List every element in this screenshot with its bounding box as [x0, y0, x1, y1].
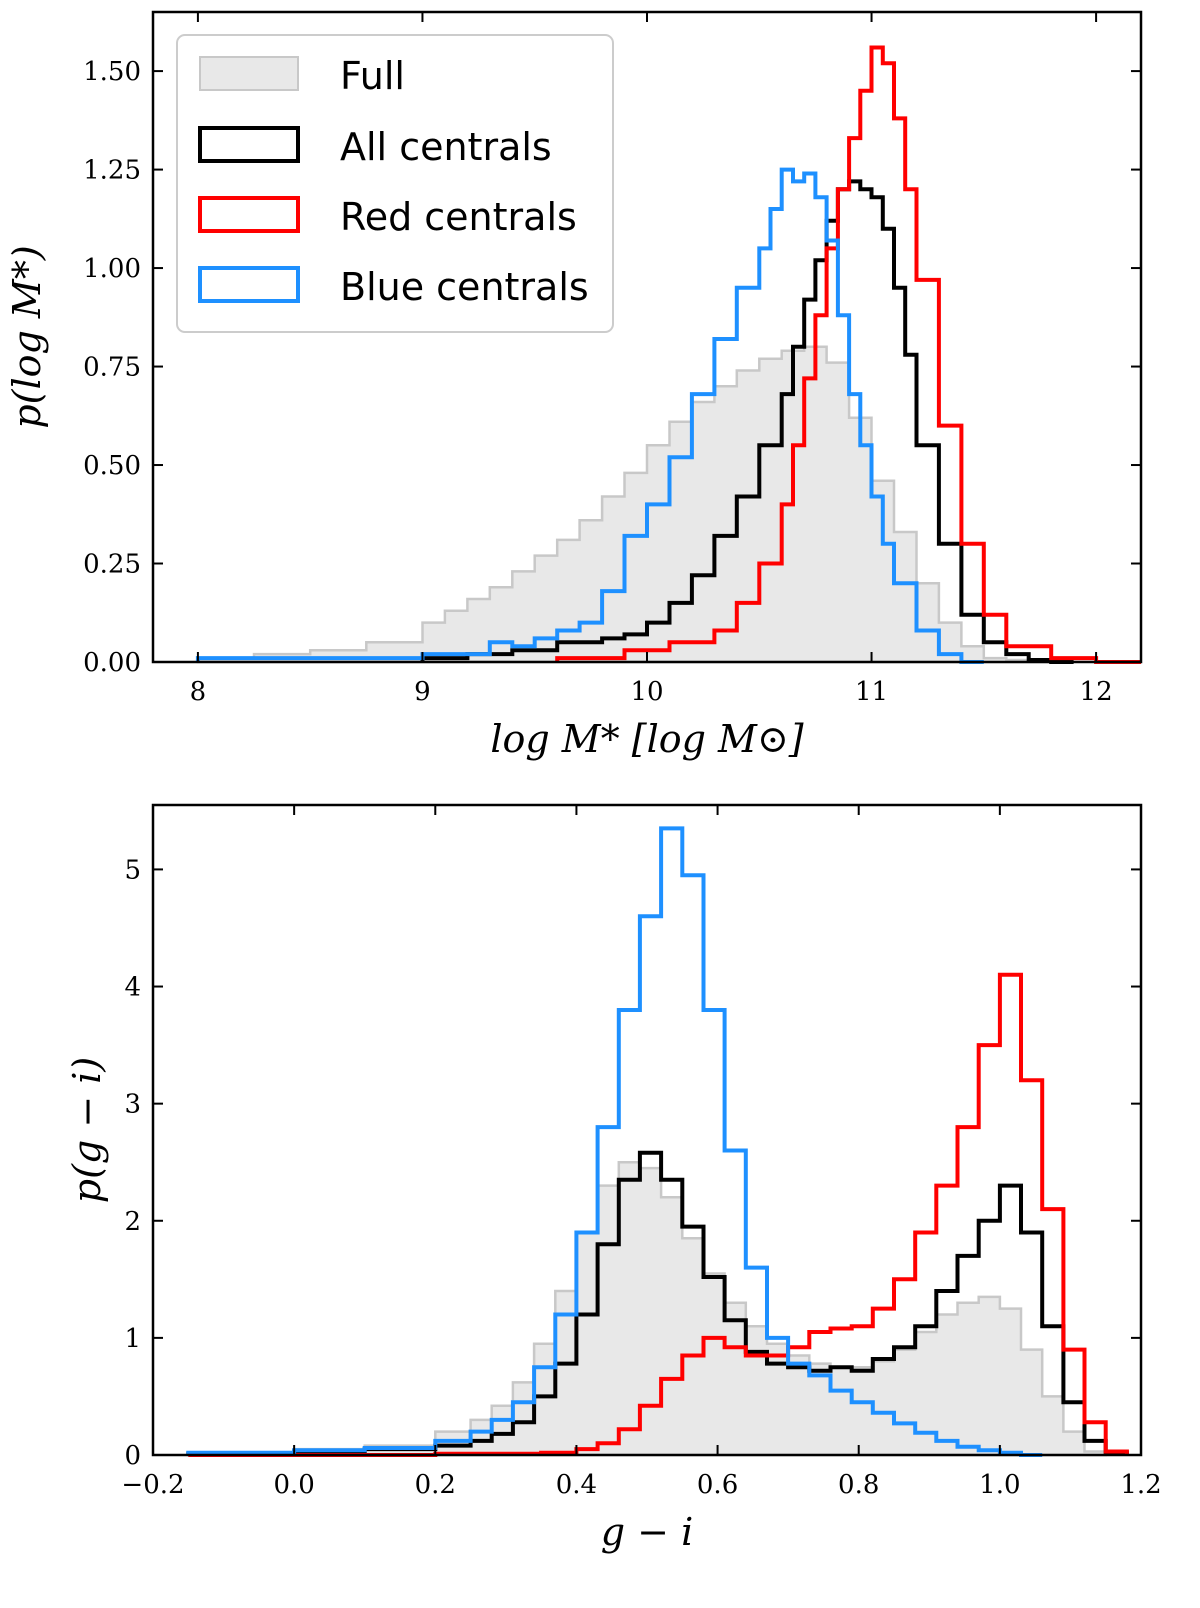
x-tick-label: 12: [1080, 677, 1113, 707]
legend-swatch-all-centrals: [198, 126, 300, 163]
y-tick-label: 2: [124, 1207, 141, 1237]
series-all-centrals: [186, 1150, 1129, 1456]
legend-swatch-red-centrals: [198, 196, 300, 233]
y-tick-label: 5: [124, 855, 141, 885]
x-tick-label: 0.0: [273, 1470, 314, 1500]
series-group: [195, 45, 1141, 664]
x-axis-ticks: −0.2 0.0 0.2 0.4 0.6 0.8 1.0 1.2: [121, 805, 1162, 1500]
y-tick-label: 1.50: [83, 57, 141, 87]
legend-swatch-blue-centrals: [198, 266, 300, 303]
series-blue-centrals: [195, 167, 984, 664]
y-tick-label: 1.00: [83, 254, 141, 284]
series-full: [187, 1160, 1107, 1457]
x-tick-label: 0.8: [838, 1470, 879, 1500]
y-tick-label: 0.75: [83, 353, 141, 383]
panel-stellar-mass: 8 9 10 11 12 0.00 0.25 0.50 0.75 1.00 1.25 1.50 lo…: [5, 10, 1143, 761]
y-tick-label: 1.25: [83, 156, 141, 186]
x-tick-label: 0.6: [697, 1470, 738, 1500]
x-axis-label: log M* [log M⊙]: [490, 717, 803, 761]
y-axis-label: p(log M*): [5, 245, 49, 428]
legend-box: [176, 34, 614, 333]
plot-border: [151, 803, 1143, 1457]
x-tick-label: 9: [414, 677, 431, 707]
y-tick-label: 1: [124, 1324, 141, 1354]
x-axis-label: g − i: [601, 1510, 693, 1554]
x-tick-label: 10: [630, 677, 663, 707]
x-tick-label: −0.2: [121, 1470, 184, 1500]
plot-border: [151, 10, 1143, 664]
series-red-centrals: [188, 972, 1129, 1457]
x-tick-label: 0.4: [556, 1470, 597, 1500]
series-group: [186, 826, 1129, 1457]
x-tick-label: 0.2: [415, 1470, 456, 1500]
series-red-centrals: [555, 45, 1141, 664]
x-tick-label: 11: [855, 677, 888, 707]
y-axis-label: p(g − i): [65, 1057, 109, 1203]
legend-label-blue-centrals: Blue centrals: [340, 265, 589, 309]
y-tick-label: 0.25: [83, 550, 141, 580]
y-tick-label: 0.50: [83, 451, 141, 481]
series-blue-centrals: [186, 826, 1043, 1457]
legend-label-full: Full: [340, 54, 405, 98]
x-tick-label: 8: [190, 677, 207, 707]
legend-swatch-full: [199, 56, 299, 91]
legend: Full All centrals Red centrals Blue cent…: [176, 34, 614, 333]
x-tick-label: 1.0: [979, 1470, 1020, 1500]
x-axis-ticks: 8 9 10 11 12: [190, 12, 1113, 707]
x-tick-label: 1.2: [1120, 1470, 1161, 1500]
series-all-centrals: [420, 179, 1074, 664]
y-tick-label: 0: [124, 1441, 141, 1471]
y-axis-ticks: 0.00 0.25 0.50 0.75 1.00 1.25 1.50: [83, 57, 1141, 678]
legend-label-red-centrals: Red centrals: [340, 195, 577, 239]
legend-label-all-centrals: All centrals: [340, 125, 552, 169]
panel-color: −0.2 0.0 0.2 0.4 0.6 0.8 1.0 1.2 0 1 2 3 4 5 g − i p…: [65, 803, 1162, 1554]
y-tick-label: 0.00: [83, 648, 141, 678]
y-tick-label: 3: [124, 1090, 141, 1120]
y-tick-label: 4: [124, 973, 141, 1003]
